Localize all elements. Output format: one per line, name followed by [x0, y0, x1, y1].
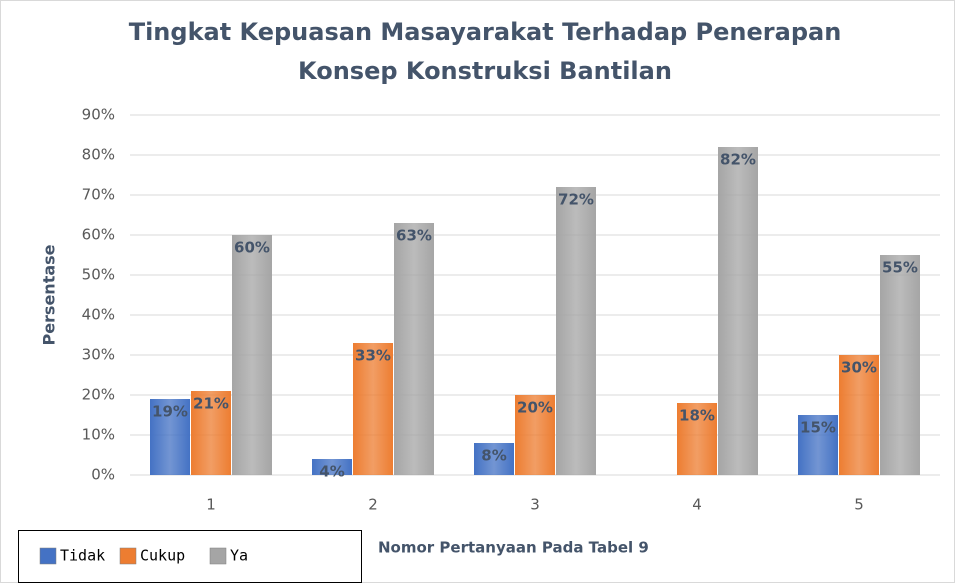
- bar: [394, 223, 434, 475]
- y-tick-label: 40%: [82, 306, 115, 324]
- data-label: 82%: [720, 151, 756, 169]
- data-label: 55%: [882, 259, 918, 277]
- legend-swatch: [39, 547, 57, 565]
- bar: [839, 355, 879, 475]
- legend-box: [18, 530, 362, 583]
- x-axis-title: Nomor Pertanyaan Pada Tabel 9: [378, 539, 649, 557]
- bar: [556, 187, 596, 475]
- data-label: 8%: [481, 447, 506, 465]
- bar: [150, 399, 190, 475]
- data-label: 15%: [800, 419, 836, 437]
- bar: [474, 443, 514, 475]
- x-tick-label: 4: [692, 496, 702, 514]
- data-label: 18%: [679, 407, 715, 425]
- y-tick-label: 10%: [82, 426, 115, 444]
- bar: [312, 459, 352, 475]
- x-tick-label: 3: [530, 496, 540, 514]
- bar: [353, 343, 393, 475]
- bar: [718, 147, 758, 475]
- y-tick-label: 0%: [91, 466, 115, 484]
- x-tick-label: 5: [854, 496, 864, 514]
- y-axis-title: Persentase: [40, 244, 59, 345]
- x-tick-label: 1: [206, 496, 216, 514]
- bar: [880, 255, 920, 475]
- bar: [798, 415, 838, 475]
- y-tick-label: 60%: [82, 226, 115, 244]
- data-label: 60%: [234, 239, 270, 257]
- data-label: 4%: [319, 463, 344, 481]
- data-label: 72%: [558, 191, 594, 209]
- data-label: 30%: [841, 359, 877, 377]
- legend-swatch: [209, 547, 227, 565]
- data-label: 20%: [517, 399, 553, 417]
- bar: [191, 391, 231, 475]
- bar: [232, 235, 272, 475]
- y-tick-label: 20%: [82, 386, 115, 404]
- y-tick-label: 50%: [82, 266, 115, 284]
- y-tick-label: 30%: [82, 346, 115, 364]
- legend-label: Ya: [230, 547, 248, 565]
- chart-title: Konsep Konstruksi Bantilan: [298, 57, 672, 85]
- data-label: 19%: [152, 403, 188, 421]
- data-label: 21%: [193, 395, 229, 413]
- chart-title: Tingkat Kepuasan Masayarakat Terhadap Pe…: [129, 18, 842, 46]
- data-label: 63%: [396, 227, 432, 245]
- x-tick-label: 2: [368, 496, 378, 514]
- legend-label: Cukup: [140, 547, 185, 565]
- legend-swatch: [119, 547, 137, 565]
- bar: [677, 403, 717, 475]
- y-tick-label: 80%: [82, 146, 115, 164]
- legend-label: Tidak: [60, 547, 105, 565]
- data-label: 33%: [355, 347, 391, 365]
- y-tick-label: 70%: [82, 186, 115, 204]
- y-tick-label: 90%: [82, 106, 115, 124]
- bar: [515, 395, 555, 475]
